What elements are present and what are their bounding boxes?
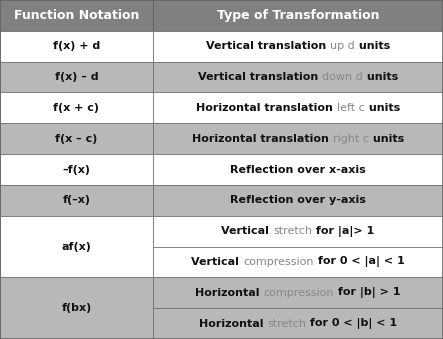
Bar	[0, 185, 153, 216]
Text: left c: left c	[337, 103, 365, 113]
Bar	[0, 62, 153, 93]
Text: Horizontal translation: Horizontal translation	[192, 134, 333, 144]
Bar	[0, 277, 153, 339]
Bar	[153, 93, 443, 123]
Bar	[153, 216, 443, 246]
Bar	[153, 154, 443, 185]
Text: Horizontal: Horizontal	[198, 319, 267, 328]
Bar	[0, 216, 153, 277]
Bar	[153, 0, 443, 31]
Bar	[0, 123, 153, 154]
Text: Vertical translation: Vertical translation	[198, 72, 322, 82]
Text: af(x): af(x)	[62, 242, 91, 252]
Text: Vertical: Vertical	[222, 226, 273, 236]
Text: down d: down d	[322, 72, 363, 82]
Text: units: units	[363, 72, 398, 82]
Text: right c: right c	[333, 134, 369, 144]
Text: Vertical translation: Vertical translation	[206, 41, 330, 51]
Text: f(x) – d: f(x) – d	[54, 72, 98, 82]
Bar	[0, 154, 153, 185]
Bar	[153, 246, 443, 277]
Text: f(–x): f(–x)	[62, 195, 90, 205]
Bar	[153, 62, 443, 93]
Text: Vertical: Vertical	[191, 257, 243, 267]
Bar	[0, 31, 153, 62]
Text: units: units	[355, 41, 390, 51]
Text: f(bx): f(bx)	[61, 303, 92, 313]
Text: Function Notation: Function Notation	[14, 9, 139, 22]
Text: for |a|> 1: for |a|> 1	[312, 226, 374, 237]
Bar	[153, 123, 443, 154]
Text: units: units	[365, 103, 400, 113]
Text: Type of Transformation: Type of Transformation	[217, 9, 379, 22]
Bar	[0, 93, 153, 123]
Text: stretch: stretch	[273, 226, 312, 236]
Bar	[153, 308, 443, 339]
Text: for |b| > 1: for |b| > 1	[334, 287, 400, 298]
Bar	[153, 277, 443, 308]
Text: f(x) + d: f(x) + d	[53, 41, 100, 51]
Text: f(x + c): f(x + c)	[54, 103, 99, 113]
Text: Reflection over x-axis: Reflection over x-axis	[230, 164, 366, 175]
Bar	[153, 31, 443, 62]
Text: up d: up d	[330, 41, 355, 51]
Text: compression: compression	[243, 257, 314, 267]
Text: f(x – c): f(x – c)	[55, 134, 97, 144]
Text: for 0 < |a| < 1: for 0 < |a| < 1	[314, 257, 404, 267]
Text: compression: compression	[264, 288, 334, 298]
Text: stretch: stretch	[267, 319, 306, 328]
Text: Horizontal: Horizontal	[195, 288, 264, 298]
Text: for 0 < |b| < 1: for 0 < |b| < 1	[306, 318, 397, 329]
Text: Horizontal translation: Horizontal translation	[196, 103, 337, 113]
Bar	[153, 185, 443, 216]
Bar	[0, 0, 153, 31]
Text: –f(x): –f(x)	[62, 164, 90, 175]
Text: units: units	[369, 134, 404, 144]
Text: Reflection over y-axis: Reflection over y-axis	[230, 195, 366, 205]
